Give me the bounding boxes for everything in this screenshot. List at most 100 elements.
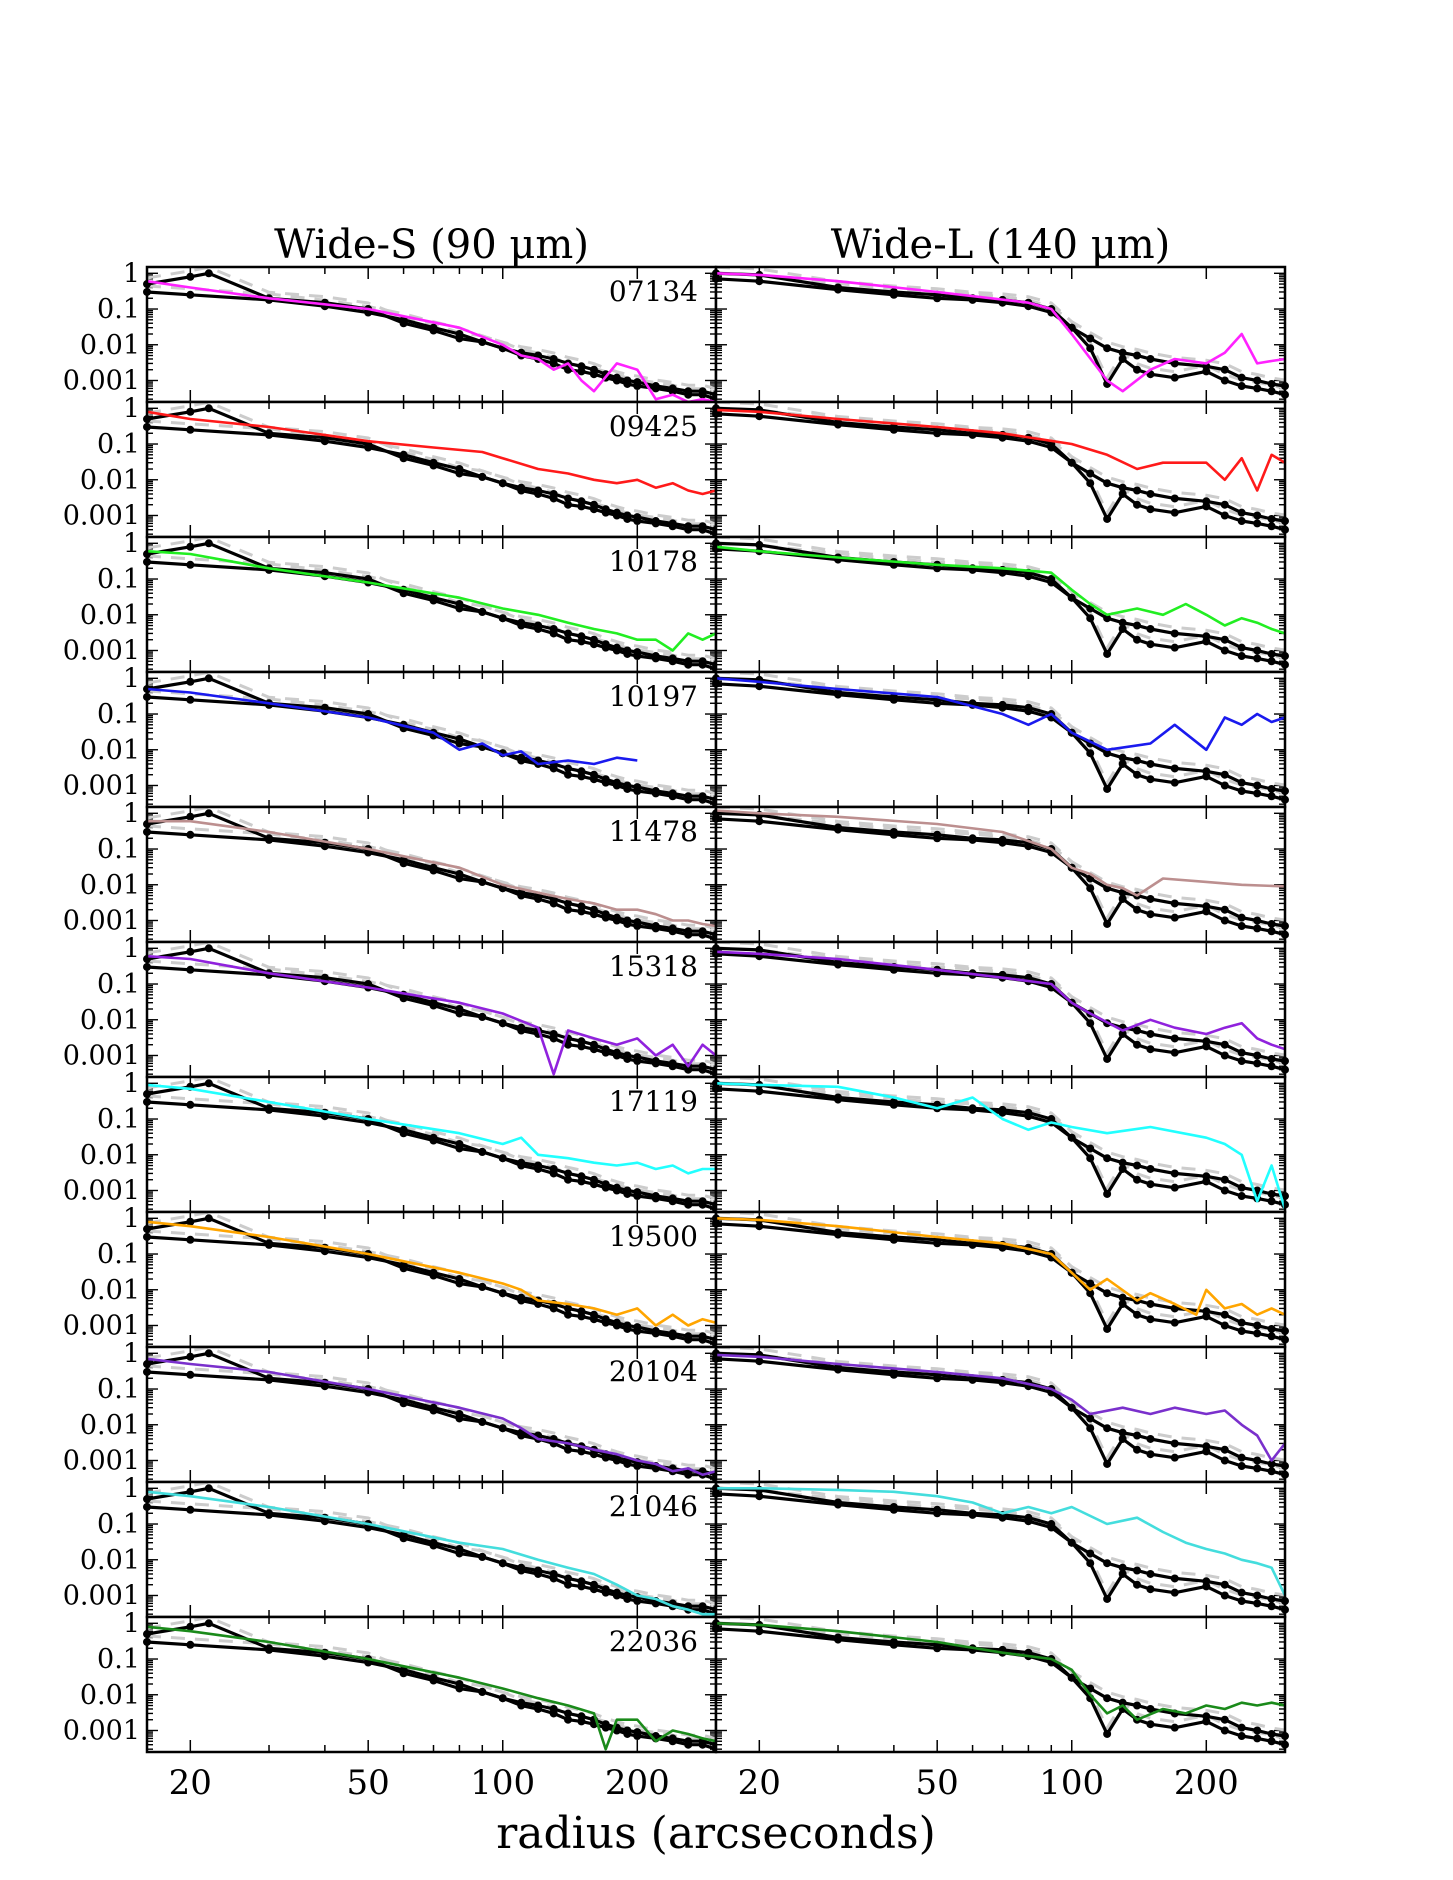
reference-point bbox=[623, 649, 632, 658]
reference-point bbox=[1253, 1321, 1262, 1330]
reference-point bbox=[684, 930, 693, 939]
reference-point bbox=[186, 560, 195, 569]
reference-point bbox=[517, 1431, 526, 1440]
reference-point bbox=[1267, 1729, 1276, 1738]
reference-dashed-line bbox=[715, 1210, 1286, 1336]
reference-point bbox=[186, 542, 195, 551]
y-tick-label: 0.01 bbox=[80, 1275, 140, 1306]
reference-dashed-line bbox=[715, 1081, 1286, 1192]
object-label: 11478 bbox=[609, 815, 698, 848]
reference-point bbox=[933, 1644, 942, 1653]
reference-point bbox=[498, 614, 507, 623]
reference-point bbox=[564, 905, 573, 914]
reference-point bbox=[1103, 1154, 1112, 1163]
y-tick-label: 1 bbox=[123, 1068, 140, 1099]
reference-point bbox=[265, 1510, 274, 1519]
column-title-wide-l: Wide-L (140 μm) bbox=[831, 222, 1170, 268]
reference-point bbox=[498, 1424, 507, 1433]
reference-point bbox=[1103, 919, 1112, 928]
reference-point bbox=[668, 1737, 677, 1746]
reference-point bbox=[1067, 1673, 1076, 1682]
panel-10178-S: 1 0.1 0.01 0.001 10178 bbox=[63, 528, 720, 674]
reference-point bbox=[668, 1197, 677, 1206]
reference-point bbox=[1267, 522, 1276, 531]
reference-point bbox=[564, 1709, 573, 1718]
reference-point bbox=[589, 1450, 598, 1459]
reference-point bbox=[455, 869, 464, 878]
reference-point bbox=[834, 420, 843, 429]
reference-point bbox=[668, 387, 677, 396]
reference-point bbox=[755, 1222, 764, 1231]
reference-point bbox=[186, 1640, 195, 1649]
reference-point bbox=[1170, 629, 1179, 638]
reference-point bbox=[186, 965, 195, 974]
reference-point bbox=[534, 1704, 543, 1713]
reference-point bbox=[1103, 344, 1112, 353]
reference-point bbox=[755, 540, 764, 549]
reference-point bbox=[1237, 922, 1246, 931]
panel-07134-L bbox=[712, 265, 1289, 404]
y-tick-label: 0.001 bbox=[63, 500, 140, 531]
reference-point bbox=[1118, 483, 1127, 492]
series-21046-L bbox=[716, 1487, 1287, 1597]
reference-dashed-line bbox=[146, 400, 717, 526]
reference-point bbox=[1118, 618, 1127, 627]
panel-20104-S: 1 0.1 0.01 0.001 20104 bbox=[63, 1338, 720, 1484]
series-07134-S bbox=[146, 279, 717, 404]
panel-background bbox=[716, 1077, 1285, 1212]
reference-dashed-line bbox=[715, 1615, 1286, 1741]
reference-point bbox=[1202, 1577, 1211, 1586]
reference-point bbox=[968, 1375, 977, 1384]
y-tick-label: 0.1 bbox=[97, 429, 140, 460]
reference-dashed-line bbox=[146, 265, 717, 391]
reference-point bbox=[623, 1054, 632, 1063]
reference-dashed-line bbox=[146, 1210, 717, 1336]
y-tick-label: 0.1 bbox=[97, 1374, 140, 1405]
reference-point bbox=[589, 640, 598, 649]
series-17119-S bbox=[146, 1083, 716, 1175]
reference-point bbox=[1024, 1517, 1033, 1526]
reference-point bbox=[1267, 1467, 1276, 1476]
reference-point bbox=[1086, 1414, 1095, 1423]
reference-point bbox=[668, 1332, 677, 1341]
reference-point bbox=[1253, 654, 1262, 663]
x-tick-label: 20 bbox=[169, 1763, 212, 1803]
reference-point bbox=[1118, 759, 1127, 768]
reference-point bbox=[399, 450, 408, 459]
reference-point bbox=[1133, 1040, 1142, 1049]
series-22036-S bbox=[146, 1625, 717, 1751]
reference-line-b bbox=[715, 412, 1286, 523]
reference-point bbox=[1118, 1029, 1127, 1038]
reference-point bbox=[1086, 344, 1095, 353]
object-label: 17119 bbox=[609, 1085, 698, 1118]
reference-point bbox=[1220, 1580, 1229, 1589]
reference-point bbox=[968, 1240, 977, 1249]
x-tick-labels: 20 50 100 200 20 50 100 200 bbox=[169, 1763, 1239, 1803]
reference-point bbox=[1267, 514, 1276, 523]
reference-point bbox=[534, 894, 543, 903]
reference-dashed-line bbox=[715, 1345, 1286, 1471]
y-tick-label: 0.01 bbox=[80, 1005, 140, 1036]
y-tick-label: 0.001 bbox=[63, 1580, 140, 1611]
panel-17119-S: 1 0.1 0.01 0.001 17119 bbox=[63, 1068, 720, 1214]
reference-point bbox=[1133, 486, 1142, 495]
reference-point bbox=[684, 1065, 693, 1074]
reference-point bbox=[1146, 1164, 1155, 1173]
reference-point bbox=[633, 1057, 642, 1066]
reference-point bbox=[186, 1217, 195, 1226]
reference-point bbox=[612, 916, 621, 925]
reference-point bbox=[1220, 1726, 1229, 1735]
reference-point bbox=[633, 922, 642, 931]
object-label: 20104 bbox=[609, 1355, 698, 1388]
reference-point bbox=[668, 792, 677, 801]
reference-point bbox=[498, 479, 507, 488]
x-tick-label: 100 bbox=[470, 1763, 535, 1803]
reference-point bbox=[933, 1374, 942, 1383]
reference-point bbox=[668, 1062, 677, 1071]
reference-point bbox=[698, 1740, 707, 1749]
reference-point bbox=[1202, 1172, 1211, 1181]
reference-point bbox=[549, 494, 558, 503]
reference-point bbox=[601, 1588, 610, 1597]
reference-dashed-line bbox=[715, 535, 1286, 661]
reference-point bbox=[889, 965, 898, 974]
